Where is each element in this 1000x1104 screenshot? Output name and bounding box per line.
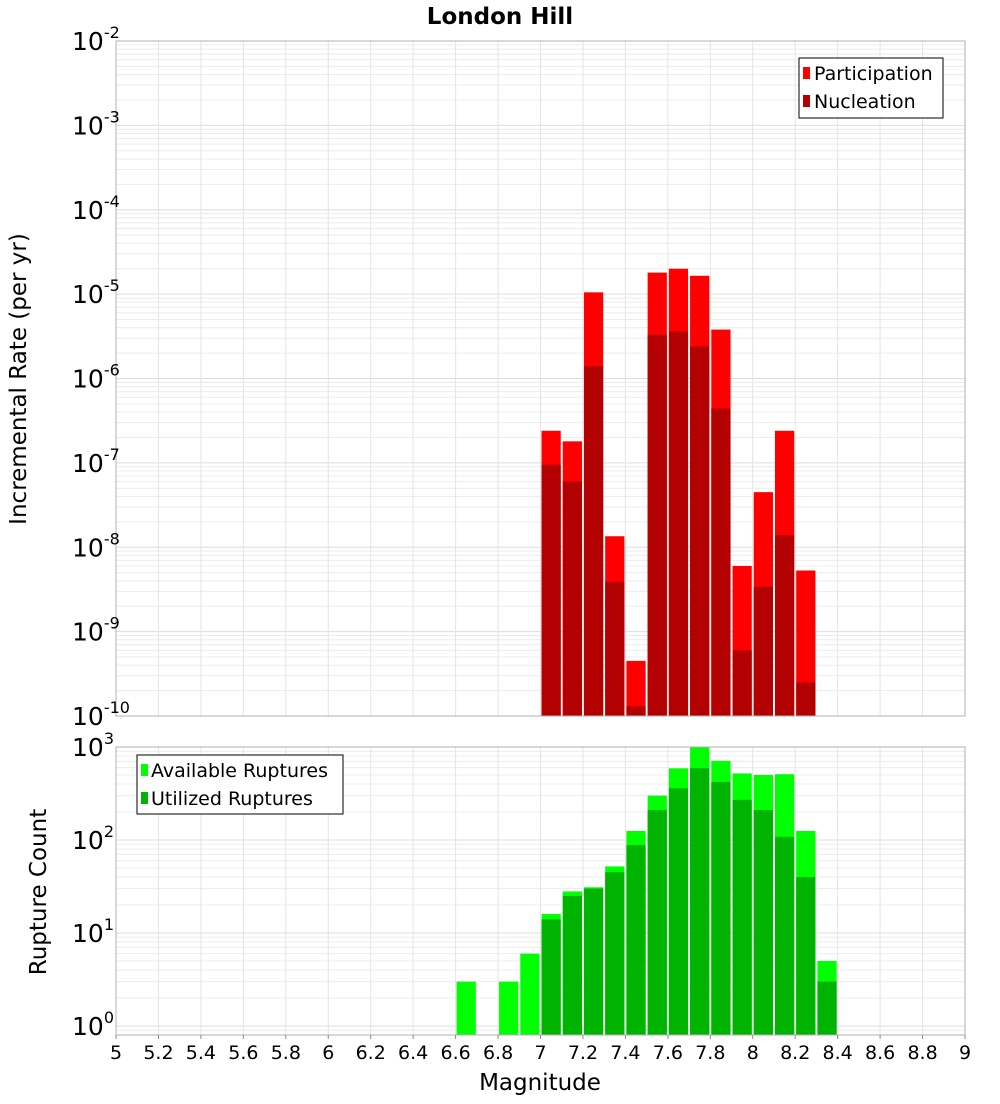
bottom-bar-inner	[774, 836, 795, 1035]
legend-swatch-participation	[803, 67, 810, 79]
bottom-bar-outer	[499, 981, 519, 1035]
top-bar-inner	[626, 706, 646, 716]
top-y-tick-label: 10-6	[72, 361, 120, 394]
top-bar-inner	[753, 586, 773, 716]
top-bar-inner	[796, 682, 816, 716]
top-legend: Participation Nucleation	[798, 57, 944, 119]
x-axis-label: Magnitude	[479, 1070, 601, 1096]
x-tick-label: 8.6	[865, 1042, 895, 1064]
legend-swatch-available	[141, 764, 148, 776]
top-y-tick-label: 10-3	[72, 107, 120, 140]
bottom-bar-inner	[668, 788, 689, 1035]
bottom-bar-outer	[520, 953, 540, 1035]
x-tick-label: 5.4	[186, 1042, 216, 1064]
legend-swatch-utilized	[141, 792, 148, 804]
x-tick-label: 5.6	[228, 1042, 258, 1064]
legend-label-available: Available Ruptures	[151, 760, 328, 782]
top-y-tick-label: 10-5	[72, 276, 120, 309]
top-bar-inner	[541, 464, 561, 716]
bottom-legend: Available Ruptures Utilized Ruptures	[136, 754, 344, 815]
x-tick-label: 6	[322, 1042, 334, 1064]
x-tick-label: 7.8	[695, 1042, 725, 1064]
bottom-bar-inner	[562, 895, 582, 1035]
x-tick-label: 5.2	[143, 1042, 173, 1064]
x-tick-label: 7.4	[610, 1042, 640, 1064]
bottom-y-tick-labels: 100 101 102 103	[72, 729, 114, 1041]
top-bar-inner	[583, 366, 604, 716]
bottom-bar-outer	[456, 981, 476, 1035]
top-bar-inner	[605, 581, 625, 716]
x-tick-label: 8.2	[780, 1042, 810, 1064]
x-tick-label: 7.2	[568, 1042, 598, 1064]
top-panel-grid	[115, 40, 966, 717]
top-y-tick-label: 10-4	[72, 192, 120, 225]
top-bar-outer	[626, 660, 646, 716]
top-bar-inner	[562, 481, 582, 716]
top-plot-border	[115, 40, 966, 717]
legend-label-nucleation: Nucleation	[814, 91, 916, 113]
bottom-y-tick-label: 100	[72, 1008, 114, 1041]
chart-title: London Hill	[427, 4, 573, 30]
top-bar-inner	[647, 334, 667, 716]
x-tick-label: 5	[110, 1042, 122, 1064]
x-tick-label: 7.6	[653, 1042, 683, 1064]
top-panel-bars	[541, 268, 816, 716]
top-legend-box	[798, 57, 944, 119]
bottom-bar-inner	[732, 799, 752, 1035]
top-y-tick-labels: 10-10 10-9 10-8 10-7 10-6 10-5 10-4 10-3 10-2	[72, 23, 130, 731]
x-tick-label: 6.6	[440, 1042, 470, 1064]
top-y-tick-label: 10-7	[72, 445, 120, 478]
x-tick-label: 8.8	[907, 1042, 937, 1064]
top-y-tick-label: 10-8	[72, 529, 120, 562]
x-tick-label: 5.8	[271, 1042, 301, 1064]
bottom-y-tick-label: 102	[72, 822, 114, 855]
top-y-tick-label: 10-10	[72, 698, 130, 731]
top-bar-inner	[774, 534, 795, 716]
bottom-bar-inner	[541, 919, 561, 1035]
bottom-y-tick-label: 103	[72, 729, 114, 762]
bottom-bar-inner	[605, 872, 625, 1035]
x-tick-label: 8.4	[823, 1042, 853, 1064]
bottom-y-axis-label: Rupture Count	[26, 809, 52, 975]
top-bar-outer	[796, 570, 816, 716]
top-bar-inner	[668, 331, 689, 716]
bottom-bar-inner	[647, 810, 667, 1035]
x-tick-label: 6.4	[398, 1042, 428, 1064]
top-y-tick-label: 10-2	[72, 23, 120, 56]
x-tick-label: 6.8	[483, 1042, 513, 1064]
legend-label-utilized: Utilized Ruptures	[151, 788, 313, 810]
bottom-bar-inner	[817, 981, 837, 1035]
bottom-panel-bars	[456, 747, 837, 1035]
x-tick-label: 9	[959, 1042, 971, 1064]
top-y-tick-label: 10-9	[72, 614, 120, 647]
bottom-legend-box	[136, 754, 344, 815]
x-tick-label: 7	[534, 1042, 546, 1064]
top-y-axis-label: Incremental Rate (per yr)	[6, 233, 32, 525]
bottom-bar-inner	[753, 810, 773, 1035]
top-bar-inner	[711, 408, 731, 716]
top-bar-inner	[690, 346, 710, 716]
bottom-bar-inner	[626, 845, 646, 1035]
x-tick-labels: 5 5.2 5.4 5.6 5.8 6 6.2 6.4 6.6 6.8 7 7.2 7.4 7.6 7.8 8…	[110, 1035, 971, 1064]
legend-swatch-nucleation	[803, 95, 810, 107]
bottom-bar-inner	[583, 888, 604, 1035]
top-bar-inner	[732, 650, 752, 716]
bottom-y-tick-label: 101	[72, 915, 114, 948]
bottom-bar-inner	[690, 768, 710, 1035]
bottom-bar-inner	[796, 877, 816, 1035]
x-tick-label: 6.2	[356, 1042, 386, 1064]
legend-label-participation: Participation	[814, 63, 933, 85]
bottom-bar-inner	[711, 782, 731, 1035]
x-tick-label: 8	[747, 1042, 759, 1064]
